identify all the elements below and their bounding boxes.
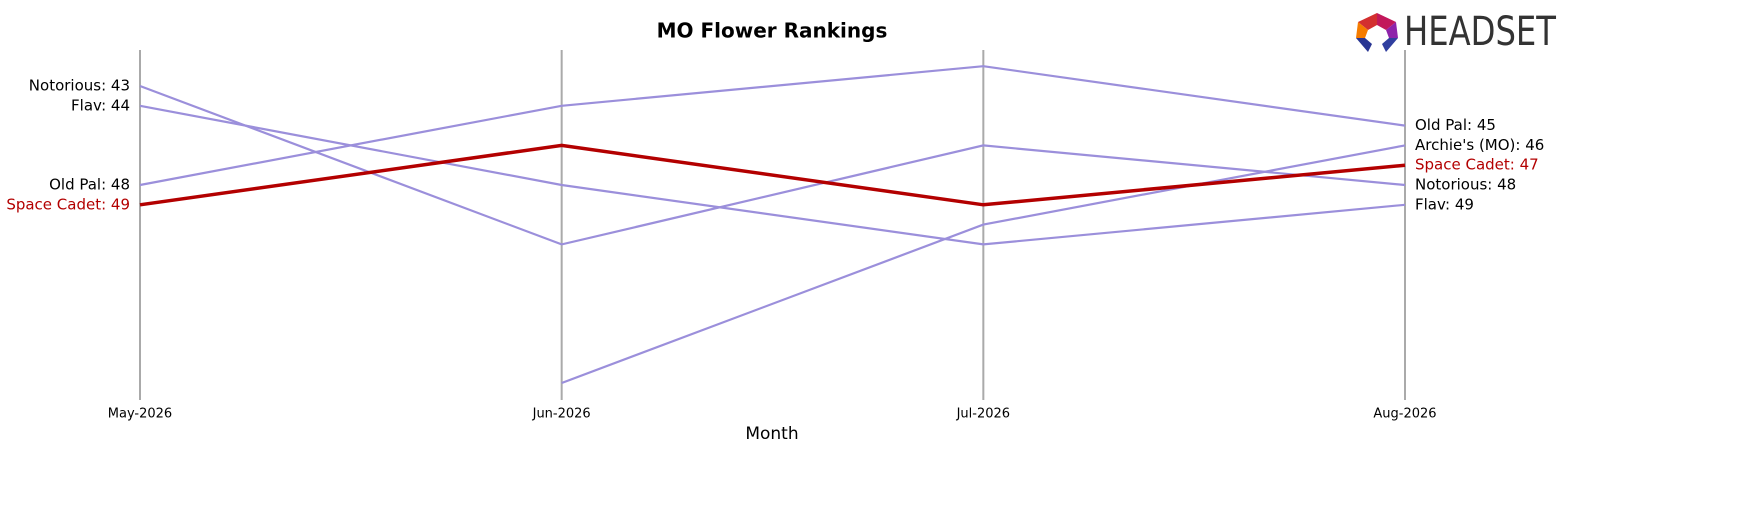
value-label: Flav: 44 — [71, 96, 130, 114]
logo-shape — [1356, 38, 1372, 52]
value-label: Archie's (MO): 46 — [1415, 136, 1544, 154]
logo: HEADSET — [1356, 9, 1556, 55]
x-axis-title: Month — [745, 424, 798, 444]
series-line — [139, 84, 1406, 246]
logo-shape — [1377, 13, 1396, 30]
logo-text: HEADSET — [1404, 9, 1556, 55]
x-tick-label: Jul-2026 — [956, 407, 1010, 422]
value-label: Notorious: 48 — [1415, 176, 1516, 194]
value-label: Old Pal: 48 — [49, 176, 130, 194]
x-tick-label: Aug-2026 — [1373, 407, 1436, 422]
value-label: Space Cadet: 47 — [1415, 156, 1539, 174]
series-line — [139, 65, 1406, 187]
series-line — [139, 143, 1406, 207]
series-line — [561, 144, 1406, 385]
x-tick-label: May-2026 — [108, 407, 172, 422]
value-label: Space Cadet: 49 — [6, 195, 130, 213]
value-label: Flav: 49 — [1415, 195, 1474, 213]
logo-shape — [1356, 22, 1368, 38]
logo-shape — [1386, 22, 1398, 38]
logo-shape — [1358, 13, 1377, 30]
chart-title: MO Flower Rankings — [657, 19, 888, 43]
value-label: Old Pal: 45 — [1415, 116, 1496, 134]
x-tick-label: Jun-2026 — [532, 407, 591, 422]
logo-shape — [1382, 38, 1398, 52]
value-label: Notorious: 43 — [29, 77, 130, 95]
